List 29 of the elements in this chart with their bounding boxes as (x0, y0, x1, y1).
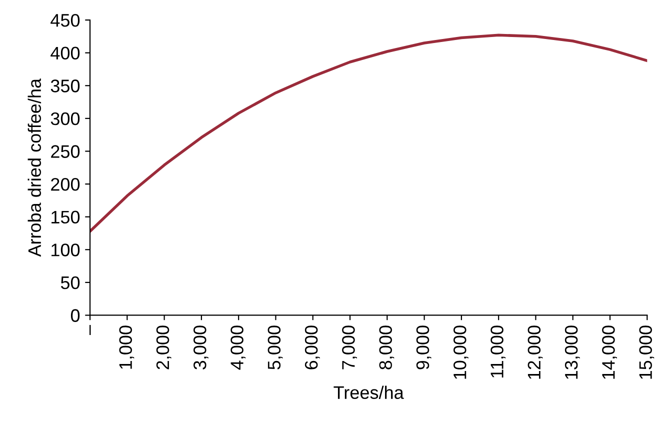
y-tick-label: 450 (50, 14, 80, 27)
x-tick-label: 11,000 (490, 326, 506, 378)
x-tick-label: 1,000 (119, 326, 134, 369)
y-tick-label: 50 (60, 276, 80, 290)
x-tick-label: 4,000 (230, 326, 246, 370)
x-tick-label: 6,000 (304, 326, 320, 370)
y-axis-title: Arroba dried coffee/ha (28, 78, 42, 257)
y-tick-label: 200 (51, 178, 80, 191)
y-tick-label: 300 (50, 112, 80, 126)
x-tick-label: 15,000 (639, 326, 654, 379)
y-tick-label: 250 (51, 145, 80, 158)
x-axis-title: Trees/ha (334, 386, 404, 399)
x-tick-label: 13,000 (564, 326, 580, 379)
x-tick-label: 12,000 (528, 326, 543, 379)
x-tick-label: 5,000 (268, 326, 283, 370)
x-tick-label: 7,000 (342, 326, 357, 370)
x-tick-label: 8,000 (379, 326, 394, 370)
y-tick-label: 150 (52, 210, 80, 224)
y-tick-label: 0 (70, 309, 80, 322)
x-tick-label: 9,000 (416, 326, 432, 370)
x-tick-label: – (89, 324, 91, 336)
x-tick-label: 3,000 (193, 326, 208, 370)
y-tick-label: 400 (50, 46, 80, 60)
line-series (90, 34, 648, 233)
x-tick-label: 14,000 (602, 326, 617, 379)
y-tick-label: 100 (52, 244, 80, 256)
x-tick-label: 2,000 (156, 326, 172, 370)
x-tick-label: 10,000 (453, 326, 468, 379)
y-tick-label: 350 (50, 80, 80, 92)
